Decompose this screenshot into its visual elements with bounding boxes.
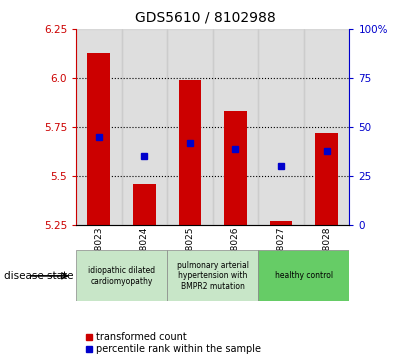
Bar bbox=[213, 29, 258, 225]
Bar bbox=[76, 29, 122, 225]
Legend: transformed count, percentile rank within the sample: transformed count, percentile rank withi… bbox=[81, 329, 266, 358]
Text: GDS5610 / 8102988: GDS5610 / 8102988 bbox=[135, 11, 276, 25]
Text: idiopathic dilated
cardiomyopathy: idiopathic dilated cardiomyopathy bbox=[88, 266, 155, 286]
Bar bbox=[133, 184, 156, 225]
Bar bbox=[122, 29, 167, 225]
Bar bbox=[258, 29, 304, 225]
Bar bbox=[167, 29, 213, 225]
Bar bbox=[88, 53, 110, 225]
Bar bbox=[224, 111, 247, 225]
Text: pulmonary arterial
hypertension with
BMPR2 mutation: pulmonary arterial hypertension with BMP… bbox=[177, 261, 249, 291]
Bar bbox=[270, 221, 292, 225]
Text: healthy control: healthy control bbox=[275, 272, 333, 280]
Bar bbox=[315, 133, 338, 225]
Bar bbox=[167, 250, 258, 301]
Bar bbox=[178, 80, 201, 225]
Bar bbox=[258, 250, 349, 301]
Bar bbox=[76, 250, 167, 301]
Text: disease state: disease state bbox=[4, 271, 74, 281]
Bar bbox=[304, 29, 349, 225]
